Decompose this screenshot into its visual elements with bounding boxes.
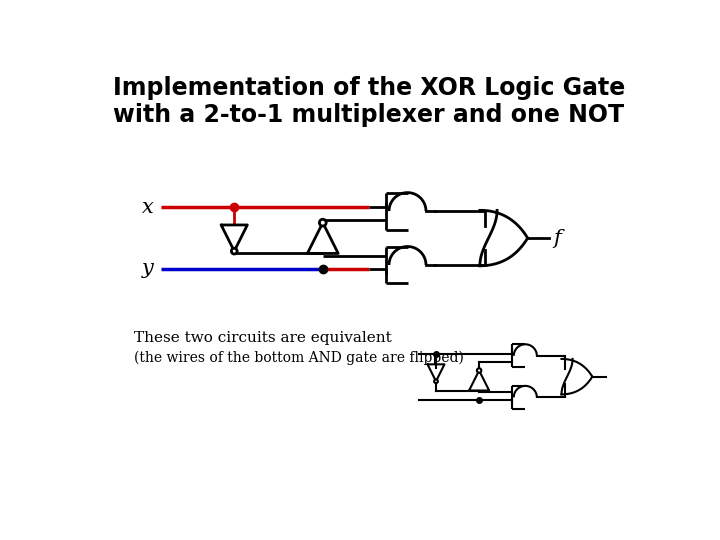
- Circle shape: [434, 380, 438, 383]
- Text: with a 2-to-1 multiplexer and one NOT: with a 2-to-1 multiplexer and one NOT: [114, 103, 624, 127]
- Circle shape: [320, 219, 326, 226]
- Text: y: y: [142, 259, 153, 278]
- Text: Implementation of the XOR Logic Gate: Implementation of the XOR Logic Gate: [113, 76, 625, 100]
- Circle shape: [231, 248, 237, 254]
- Circle shape: [477, 368, 481, 373]
- Text: f: f: [553, 228, 561, 247]
- Text: These two circuits are equivalent: These two circuits are equivalent: [134, 331, 392, 345]
- Text: x: x: [142, 198, 153, 217]
- Text: (the wires of the bottom AND gate are flipped): (the wires of the bottom AND gate are fl…: [134, 350, 464, 365]
